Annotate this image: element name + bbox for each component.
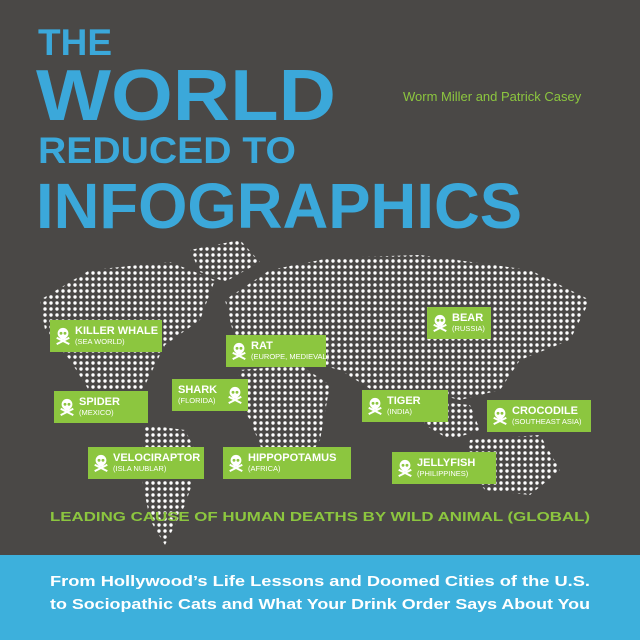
callout-region: (MEXICO): [79, 408, 114, 417]
callout-region: (SEA WORLD): [75, 337, 125, 346]
callout-name: JELLYFISH: [417, 457, 475, 469]
callout-name: KILLER WHALE: [75, 325, 158, 337]
callout-name: RAT: [251, 340, 273, 352]
subtitle-band: [0, 555, 640, 640]
callout: SHARK(FLORIDA): [172, 379, 248, 411]
callout: CROCODILE(SOUTHEAST ASIA): [487, 400, 591, 432]
callout-name: HIPPOPOTAMUS: [248, 452, 336, 464]
callout-name: TIGER: [387, 395, 421, 407]
callout-region: (ISLA NUBLAR): [113, 464, 167, 473]
callout-region: (AFRICA): [248, 464, 281, 473]
authors: Worm Miller and Patrick Casey: [403, 89, 582, 104]
callout: RAT(EUROPE, MEDIEVAL): [226, 335, 330, 367]
subtitle-line: From Hollywood’s Life Lessons and Doomed…: [50, 573, 590, 590]
map-caption: LEADING CAUSE OF HUMAN DEATHS BY WILD AN…: [50, 509, 590, 524]
callout-region: (PHILIPPINES): [417, 469, 469, 478]
callout: VELOCIRAPTOR(ISLA NUBLAR): [88, 447, 204, 479]
callout-name: VELOCIRAPTOR: [113, 452, 200, 464]
title-line: REDUCED TO: [38, 130, 296, 171]
callout: KILLER WHALE(SEA WORLD): [50, 320, 162, 352]
callout: SPIDER(MEXICO): [54, 391, 148, 423]
callout-region: (RUSSIA): [452, 324, 485, 333]
callout-region: (FLORIDA): [178, 396, 216, 405]
callout: JELLYFISH(PHILIPPINES): [392, 452, 496, 484]
callout-box: [223, 447, 351, 479]
callout-name: SPIDER: [79, 396, 120, 408]
callout-name: SHARK: [178, 384, 217, 396]
title-line: WORLD: [36, 56, 336, 136]
subtitle-line: to Sociopathic Cats and What Your Drink …: [50, 596, 590, 613]
callout-region: (EUROPE, MEDIEVAL): [251, 352, 330, 361]
callout-box: [50, 320, 162, 352]
callout-name: BEAR: [452, 312, 483, 324]
title-line: THE: [38, 22, 112, 63]
callout: HIPPOPOTAMUS(AFRICA): [223, 447, 351, 479]
callouts: KILLER WHALE(SEA WORLD) RAT(EUROPE, MEDIE…: [50, 307, 591, 484]
callout-name: CROCODILE: [512, 405, 578, 417]
callout: BEAR(RUSSIA): [427, 307, 491, 339]
callout-region: (SOUTHEAST ASIA): [512, 417, 582, 426]
title-line: INFOGRAPHICS: [36, 170, 522, 242]
callout: TIGER(INDIA): [362, 390, 448, 422]
callout-region: (INDIA): [387, 407, 413, 416]
callout-box: [88, 447, 204, 479]
